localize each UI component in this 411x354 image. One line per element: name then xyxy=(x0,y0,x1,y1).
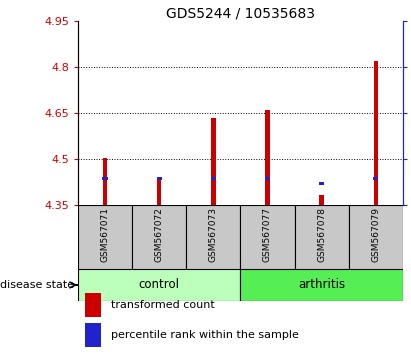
Bar xyxy=(265,177,270,180)
Text: GSM567072: GSM567072 xyxy=(155,207,164,262)
Text: percentile rank within the sample: percentile rank within the sample xyxy=(111,330,298,340)
Bar xyxy=(373,177,379,180)
Text: arthritis: arthritis xyxy=(298,279,345,291)
Bar xyxy=(157,177,162,180)
Bar xyxy=(266,110,270,205)
Bar xyxy=(349,205,403,269)
Text: GSM567071: GSM567071 xyxy=(101,207,110,262)
Bar xyxy=(157,178,162,205)
Title: GDS5244 / 10535683: GDS5244 / 10535683 xyxy=(166,6,315,20)
Bar xyxy=(240,205,295,269)
Bar xyxy=(85,323,101,347)
Text: GSM567077: GSM567077 xyxy=(263,207,272,262)
Bar xyxy=(132,205,186,269)
Text: GSM567078: GSM567078 xyxy=(317,207,326,262)
Bar xyxy=(78,205,132,269)
Bar xyxy=(374,61,378,205)
Bar xyxy=(319,182,324,185)
Bar xyxy=(295,205,349,269)
Bar xyxy=(102,177,108,180)
Bar xyxy=(319,195,324,205)
Bar xyxy=(186,205,240,269)
Text: transformed count: transformed count xyxy=(111,300,214,310)
Bar xyxy=(85,293,101,317)
Bar xyxy=(211,118,215,205)
Bar xyxy=(103,158,107,205)
Text: GSM567079: GSM567079 xyxy=(371,207,380,262)
Text: disease state: disease state xyxy=(0,280,74,290)
Text: GSM567073: GSM567073 xyxy=(209,207,218,262)
Bar xyxy=(240,269,403,301)
Bar xyxy=(78,269,240,301)
Bar xyxy=(211,177,216,180)
Text: control: control xyxy=(139,279,180,291)
